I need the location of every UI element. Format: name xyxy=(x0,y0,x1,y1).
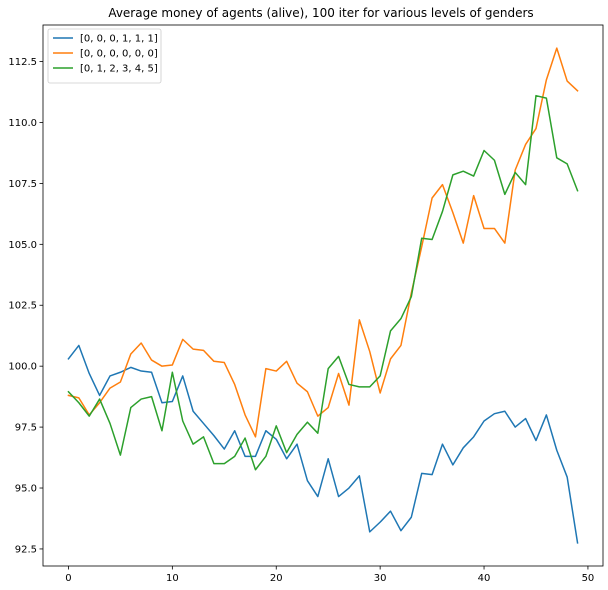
series-line-3 xyxy=(67,94,579,471)
legend-box xyxy=(47,28,162,84)
series-line-2 xyxy=(67,47,579,438)
legend-label-3: [0, 1, 2, 3, 4, 5] xyxy=(80,64,158,75)
x-tick-label: 20 xyxy=(270,573,283,584)
x-tick-label: 10 xyxy=(166,573,179,584)
legend-label-2: [0, 0, 0, 0, 0, 0] xyxy=(80,49,158,60)
plot-area xyxy=(67,47,579,544)
y-tick-label: 97.5 xyxy=(15,423,37,434)
x-tick-label: 30 xyxy=(374,573,387,584)
x-tick-label: 40 xyxy=(478,573,491,584)
y-tick-label: 105.0 xyxy=(8,240,37,251)
x-tick-label: 0 xyxy=(65,573,71,584)
y-tick-label: 102.5 xyxy=(8,301,37,312)
legend: [0, 0, 0, 1, 1, 1] [0, 0, 0, 0, 0, 0] [0, … xyxy=(47,28,162,84)
axes: 0 10 20 30 40 50 92.5 95.0 97.5 100.0 102.5 105.0 10… xyxy=(8,24,604,584)
y-tick-label: 92.5 xyxy=(15,544,37,555)
x-tick-label: 50 xyxy=(582,573,595,584)
chart-title: Average money of agents (alive), 100 ite… xyxy=(108,6,533,20)
y-tick-label: 107.5 xyxy=(8,179,37,190)
y-tick-label: 100.0 xyxy=(8,362,37,373)
y-tick-label: 110.0 xyxy=(8,118,37,129)
plot-frame xyxy=(42,24,604,567)
legend-label-1: [0, 0, 0, 1, 1, 1] xyxy=(80,34,158,45)
series-line-1 xyxy=(67,344,579,544)
y-tick-label: 112.5 xyxy=(8,57,37,68)
y-tick-label: 95.0 xyxy=(15,484,37,495)
